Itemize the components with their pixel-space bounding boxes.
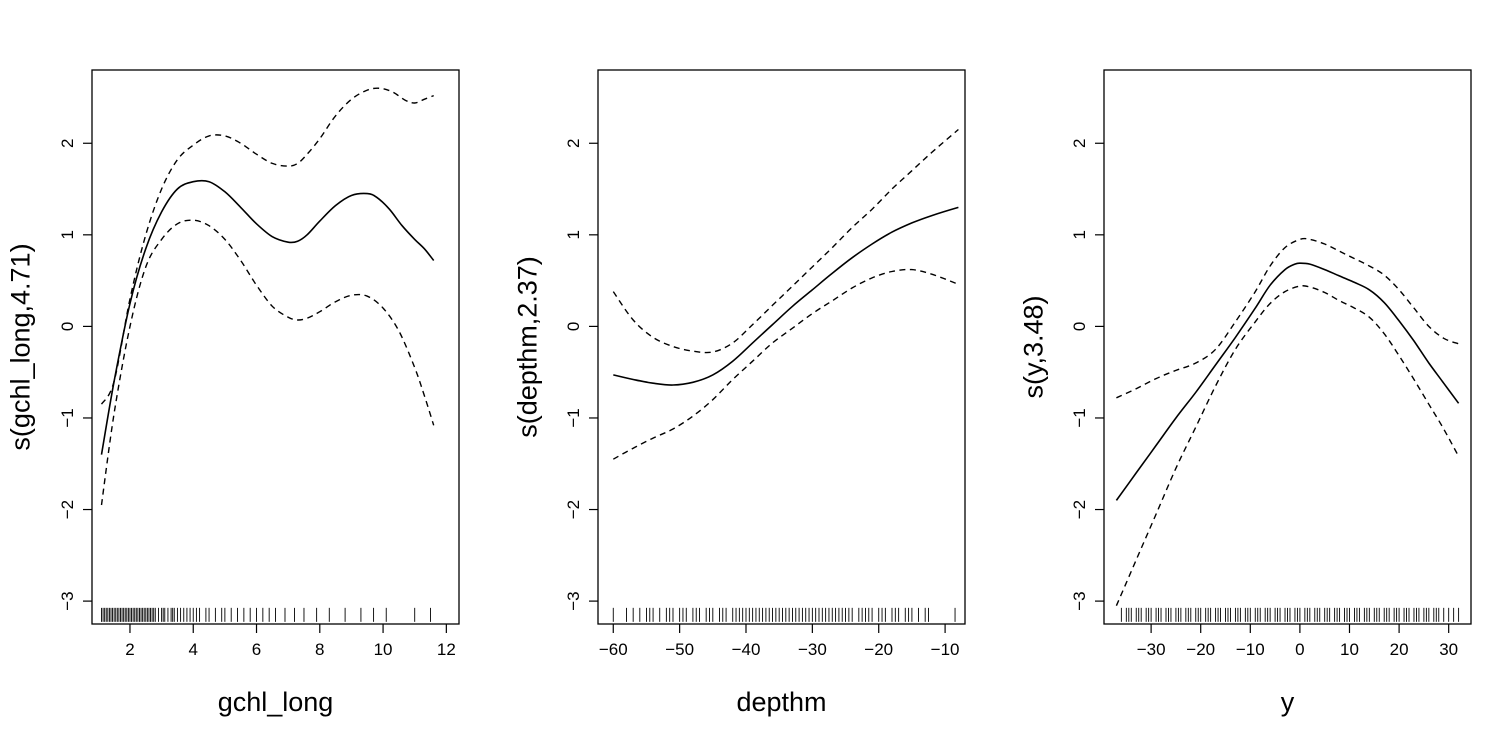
x-tick-label: −60 <box>599 640 628 659</box>
panel-2: −60 −50 −40 −30 −20 −10−3−2−1012depthms(depth… <box>512 69 966 717</box>
y-axis-label: s(y,3.48) <box>1018 295 1048 398</box>
y-tick-label: 0 <box>564 322 583 331</box>
y-tick-label: −3 <box>1070 591 1089 610</box>
y-tick-label: −2 <box>1070 500 1089 519</box>
x-tick-label: 12 <box>437 640 456 659</box>
x-tick-label: −20 <box>864 640 893 659</box>
plot-frame <box>91 69 460 625</box>
x-tick-label: 10 <box>374 640 393 659</box>
x-tick-label: 2 <box>125 640 134 659</box>
x-tick-label: 30 <box>1439 640 1458 659</box>
x-axis-label: y <box>1281 687 1295 717</box>
x-tick-label: −40 <box>732 640 761 659</box>
smooth-fit-line <box>1115 262 1460 501</box>
x-tick-label: −50 <box>665 640 694 659</box>
rug <box>612 607 956 622</box>
upper-confidence-band <box>1116 237 1459 399</box>
y-tick-label: 2 <box>564 139 583 148</box>
x-tick-label: −20 <box>1186 640 1215 659</box>
y-tick-label: 1 <box>1070 230 1089 239</box>
y-tick-label: −1 <box>58 408 77 427</box>
upper-confidence-band <box>100 87 434 405</box>
y-tick-label: 1 <box>58 230 77 239</box>
x-axis-label: depthm <box>736 687 826 717</box>
rug <box>1120 607 1460 622</box>
x-tick-label: 8 <box>315 640 324 659</box>
smooth-fit-line <box>613 206 959 386</box>
x-tick-label: −10 <box>1236 640 1265 659</box>
plot-frame <box>597 69 966 625</box>
plot-frame <box>1103 69 1472 625</box>
x-tick-label: 4 <box>189 640 198 659</box>
lower-confidence-band <box>1115 285 1460 606</box>
y-tick-label: 2 <box>58 139 77 148</box>
panel-1: 2 4 6 8 10 12−3−2−1012gchl_longs(gchl_long,4.… <box>5 69 460 717</box>
upper-confidence-band <box>612 128 959 354</box>
rug <box>101 607 431 622</box>
y-tick-label: −1 <box>564 408 583 427</box>
x-tick-label: −30 <box>798 640 827 659</box>
y-tick-label: 0 <box>58 322 77 331</box>
y-tick-label: −1 <box>1070 408 1089 427</box>
smooth-fit-line <box>100 179 435 455</box>
x-tick-label: −10 <box>931 640 960 659</box>
x-tick-label: 0 <box>1295 640 1304 659</box>
lower-confidence-band <box>100 219 435 506</box>
x-tick-label: 20 <box>1390 640 1409 659</box>
y-tick-label: −2 <box>58 500 77 519</box>
x-tick-label: 10 <box>1340 640 1359 659</box>
y-axis-label: s(depthm,2.37) <box>512 256 542 438</box>
y-axis-label: s(gchl_long,4.71) <box>5 243 35 450</box>
x-axis-label: gchl_long <box>218 687 334 717</box>
y-tick-label: 2 <box>1070 139 1089 148</box>
y-tick-label: −2 <box>564 500 583 519</box>
y-tick-label: −3 <box>564 591 583 610</box>
y-tick-label: −3 <box>58 591 77 610</box>
lower-confidence-band <box>612 268 959 460</box>
y-tick-label: 1 <box>564 230 583 239</box>
x-tick-label: −30 <box>1137 640 1166 659</box>
y-tick-label: 0 <box>1070 322 1089 331</box>
x-tick-label: 6 <box>252 640 261 659</box>
